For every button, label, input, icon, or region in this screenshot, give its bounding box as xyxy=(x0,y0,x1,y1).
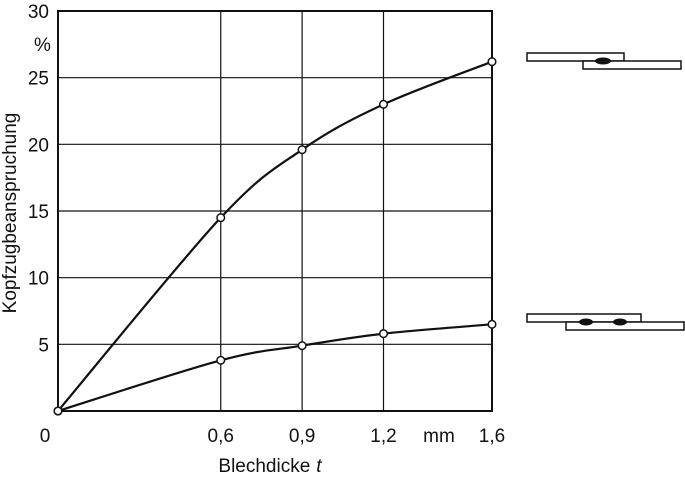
x-tick-label: 0 xyxy=(40,426,51,447)
x-unit-label: mm xyxy=(423,426,455,447)
data-point xyxy=(216,355,226,365)
axes xyxy=(57,10,493,412)
y-tick-label: 25 xyxy=(28,69,49,90)
y-tick-label: 30 xyxy=(28,2,49,23)
y-tick-label: 15 xyxy=(28,202,49,223)
x-tick-label: 0,6 xyxy=(208,426,234,447)
y-tick-label: 10 xyxy=(28,269,49,290)
plot-frame xyxy=(57,10,493,412)
data-point xyxy=(297,145,307,155)
data-point xyxy=(378,99,389,109)
x-tick-label: 1,2 xyxy=(370,426,396,447)
x-axis-label: Blechdicke t xyxy=(218,456,322,477)
x-tick-label: 0,9 xyxy=(289,426,315,447)
y-axis-label: Kopfzugbeanspruchung xyxy=(0,113,21,314)
data-point xyxy=(487,319,497,329)
data-point xyxy=(216,213,226,223)
x-axis-label-text: Blechdicke xyxy=(218,456,310,477)
data-point xyxy=(53,406,63,416)
series-layer xyxy=(53,57,497,416)
tick-labels: 5 10 15 20 25 30 0 0,6 0,9 1,2 1,6 xyxy=(28,2,505,447)
series-line-1 xyxy=(57,60,493,412)
data-point xyxy=(487,57,497,67)
y-tick-label: 20 xyxy=(28,135,49,156)
y-tick-label: 5 xyxy=(38,335,49,356)
single-spot-lap-joint-icon xyxy=(526,52,682,70)
data-point xyxy=(378,329,389,339)
data-point xyxy=(297,341,307,351)
x-axis-symbol: t xyxy=(316,456,322,477)
x-tick-label: 1,6 xyxy=(479,426,505,447)
series-line-2 xyxy=(57,323,493,413)
double-spot-lap-joint-icon xyxy=(526,313,685,331)
grid xyxy=(58,11,492,411)
y-unit-label: % xyxy=(34,35,51,56)
